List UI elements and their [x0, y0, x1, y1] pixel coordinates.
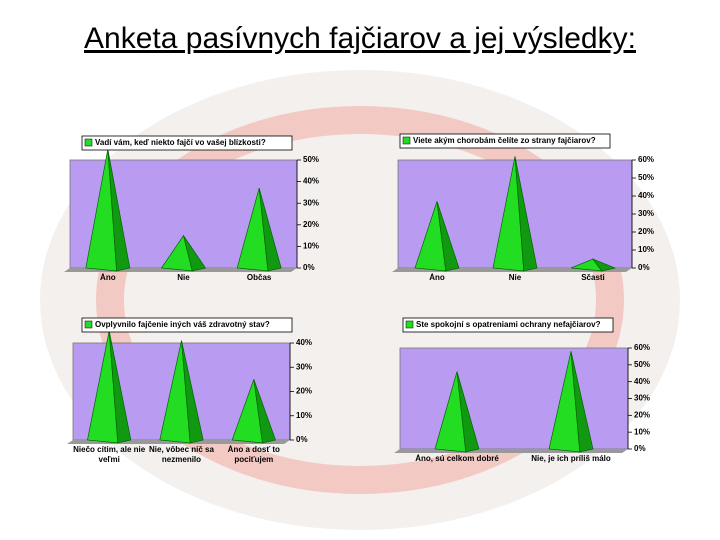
pyramid-side: [253, 379, 276, 444]
x-tick-label-wrap: Nie, vôbec nič sa nezmenilo: [149, 445, 214, 464]
y-tick-label: 30%: [638, 209, 654, 218]
legend-box: [81, 317, 293, 333]
x-tick-label: Áno a dosť to pociťujem: [227, 445, 280, 464]
y-tick-label: 0%: [303, 263, 315, 272]
title-wrap: Anketa pasívnych fajčiarov a jej výsledk…: [84, 22, 636, 55]
legend-label: Vadí vám, keď niekto fajčí vo vašej blíz…: [95, 138, 266, 147]
y-tick-label: 10%: [303, 242, 319, 251]
slide-title: Anketa pasívnych fajčiarov a jej výsledk…: [84, 22, 636, 55]
x-tick-label: Sčasti: [581, 273, 605, 282]
plot-area: [399, 347, 629, 450]
y-tick-label: 40%: [634, 377, 650, 386]
x-tick-label-wrap: Áno, sú celkom dobré: [415, 454, 499, 463]
x-tick-label: Nie, vôbec nič sa nezmenilo: [149, 445, 214, 464]
y-tick-label: 20%: [634, 410, 650, 419]
pyramid-side: [456, 371, 480, 453]
legend-label: Viete akým chorobám čelíte zo strany faj…: [413, 136, 596, 145]
y-tick-label: 50%: [303, 155, 319, 164]
legend-box: [399, 133, 611, 149]
y-tick-label: 20%: [638, 227, 654, 236]
x-tick-label: Áno: [100, 273, 116, 282]
x-tick-label: Občas: [246, 273, 272, 282]
legend-label: Ste spokojní s opatreniami ochrany nefaj…: [416, 320, 601, 329]
x-tick-label-wrap: Sčasti: [581, 273, 605, 282]
legend-swatch: [402, 136, 411, 145]
y-tick-label: 10%: [296, 411, 312, 420]
legend: Vadí vám, keď niekto fajčí vo vašej blíz…: [81, 135, 293, 151]
pyramid-side: [591, 258, 617, 272]
x-tick-label: Nie: [177, 273, 190, 282]
legend-box: [402, 317, 614, 333]
x-tick-label-wrap: Áno a dosť to pociťujem: [227, 445, 280, 464]
pyramid-side: [436, 201, 460, 272]
x-tick-label: Niečo cítim, ale nie veľmi: [73, 445, 146, 464]
y-tick-label: 60%: [638, 155, 654, 164]
legend-swatch: [84, 138, 93, 147]
y-tick-label: 20%: [296, 387, 312, 396]
x-tick-label-wrap: Nie: [177, 273, 190, 282]
y-tick-label: 50%: [638, 173, 654, 182]
y-tick-label: 30%: [634, 394, 650, 403]
x-tick-label-wrap: Občas: [246, 273, 272, 282]
y-tick-label: 40%: [303, 177, 319, 186]
y-tick-label: 10%: [634, 427, 650, 436]
legend: Ste spokojní s opatreniami ochrany nefaj…: [402, 317, 614, 333]
plot-floor: [394, 449, 628, 453]
legend-swatch: [405, 320, 414, 329]
x-tick-label-wrap: Áno: [429, 273, 445, 282]
legend-box: [81, 135, 293, 151]
pyramid-side: [258, 187, 282, 272]
y-tick-label: 30%: [303, 198, 319, 207]
y-tick-label: 40%: [296, 338, 312, 347]
pyramid-side: [107, 149, 131, 272]
pyramid-side: [183, 235, 207, 272]
y-tick-label: 60%: [634, 343, 650, 352]
y-tick-label: 0%: [296, 435, 308, 444]
pyramid-side: [181, 340, 204, 444]
x-tick-label-wrap: Niečo cítim, ale nie veľmi: [73, 445, 146, 464]
legend: Ovplyvnilo fajčenie iných váš zdravotný …: [81, 317, 293, 333]
x-tick-label-wrap: Nie, je ich príliš málo: [531, 454, 611, 463]
pyramid-side: [570, 351, 594, 453]
x-tick-label-wrap: Áno: [100, 273, 116, 282]
x-tick-label: Áno, sú celkom dobré: [415, 454, 499, 463]
x-tick-label: Nie: [508, 273, 522, 282]
y-tick-label: 50%: [634, 360, 650, 369]
background-decoration: [96, 106, 624, 494]
x-tick-label-wrap: Nie: [508, 273, 522, 282]
pyramid-side: [514, 156, 538, 272]
x-tick-label: Áno: [429, 273, 445, 282]
pyramid-side: [108, 330, 132, 444]
legend: Viete akým chorobám čelíte zo strany faj…: [399, 133, 611, 149]
y-tick-label: 20%: [303, 220, 319, 229]
y-tick-label: 0%: [638, 263, 650, 272]
legend-swatch: [84, 320, 93, 329]
y-tick-label: 10%: [638, 245, 654, 254]
y-tick-label: 40%: [638, 191, 654, 200]
y-tick-label: 30%: [296, 362, 312, 371]
y-tick-label: 0%: [634, 444, 646, 453]
x-tick-label: Nie, je ich príliš málo: [531, 454, 611, 463]
legend-label: Ovplyvnilo fajčenie iných váš zdravotný …: [95, 320, 270, 329]
